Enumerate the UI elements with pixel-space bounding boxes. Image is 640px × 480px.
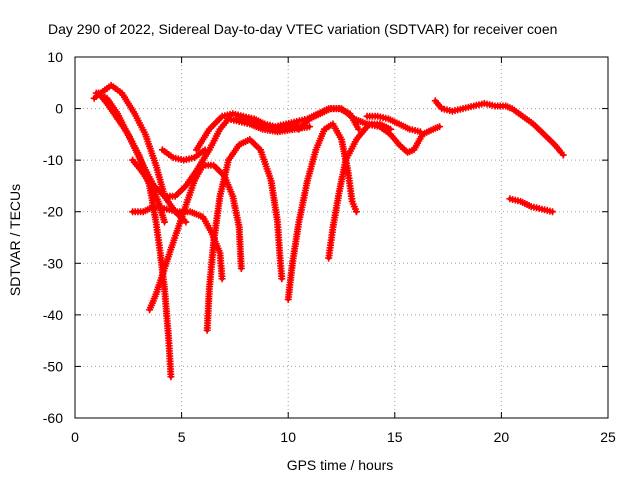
x-tick-label: 0 <box>71 429 79 445</box>
x-tick-label: 20 <box>494 429 510 445</box>
series-arc-5 <box>129 156 169 226</box>
series-markers <box>129 156 169 226</box>
series-markers <box>295 105 444 156</box>
y-tick-label: -50 <box>43 358 63 374</box>
chart-title: Day 290 of 2022, Sidereal Day-to-day VTE… <box>48 21 557 37</box>
y-tick-label: -20 <box>43 204 63 220</box>
series-arc-2 <box>92 89 314 200</box>
series-markers <box>363 112 424 136</box>
x-tick-label: 5 <box>178 429 186 445</box>
axis-ticks: 0 5 10 15 20 25 10 0 -10 -20 -30 -40 -50 -60 <box>43 49 616 445</box>
y-tick-label: -60 <box>43 410 63 426</box>
series-arc-15 <box>431 97 567 159</box>
plot-frame <box>74 56 609 419</box>
y-axis-label: SDTVAR / TECUs <box>7 184 23 296</box>
y-tick-label: -40 <box>43 307 63 323</box>
x-tick-label: 25 <box>600 429 616 445</box>
x-axis-label: GPS time / hours <box>287 457 394 473</box>
series-arc-8 <box>203 136 286 334</box>
series-markers <box>203 136 286 334</box>
y-tick-label: 0 <box>55 101 63 117</box>
series-arc-14 <box>363 112 424 136</box>
series-arc-13 <box>295 105 444 156</box>
series-markers <box>506 195 557 216</box>
series-arc-16 <box>506 195 557 216</box>
x-tick-label: 10 <box>280 429 296 445</box>
series-markers <box>95 89 175 381</box>
data-series <box>90 81 567 381</box>
series-arc-3 <box>95 89 175 381</box>
series-markers <box>92 89 314 200</box>
x-tick-label: 15 <box>387 429 403 445</box>
series-arc-11 <box>284 120 360 303</box>
series-markers <box>158 146 209 164</box>
series-markers <box>284 120 360 303</box>
y-tick-label: 10 <box>47 49 63 65</box>
series-markers <box>431 97 567 159</box>
series-arc-7 <box>158 146 209 164</box>
series-markers <box>325 120 395 262</box>
series-trace <box>94 91 312 199</box>
y-tick-label: -30 <box>43 255 63 271</box>
y-tick-label: -10 <box>43 152 63 168</box>
series-arc-12 <box>325 120 395 262</box>
